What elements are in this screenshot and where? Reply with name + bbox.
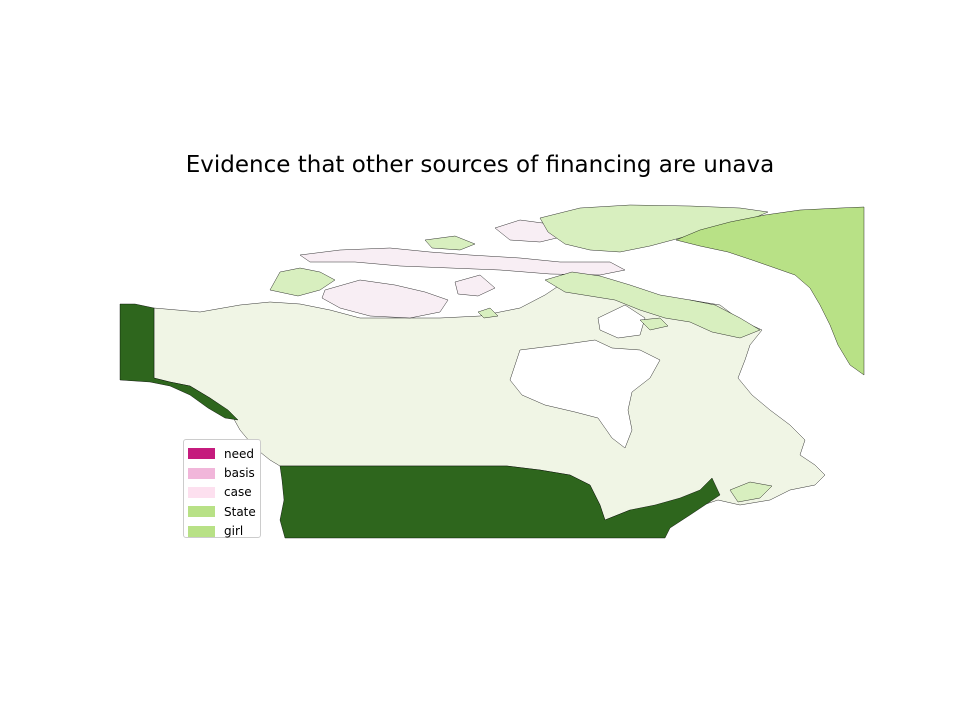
region-baffin-island — [544, 271, 761, 339]
legend-label: case — [224, 485, 252, 500]
region-alaska — [119, 303, 239, 421]
legend-item: girl — [188, 522, 260, 541]
legend-swatch — [188, 486, 215, 498]
region-arctic-pink-b — [299, 247, 626, 276]
region-united-states — [279, 465, 721, 539]
legend-item: basis — [188, 463, 260, 482]
region-greenland — [675, 206, 865, 376]
region-banks-island — [269, 267, 336, 297]
legend-swatch — [188, 467, 215, 479]
legend-label: basis — [224, 466, 255, 481]
region-arctic-pink-a — [454, 274, 496, 297]
legend-item: case — [188, 483, 260, 502]
legend-item: need — [188, 444, 260, 463]
map-title: Evidence that other sources of financing… — [185, 152, 775, 178]
legend-swatch — [188, 506, 215, 518]
legend-label: need — [224, 446, 254, 461]
region-arctic-green-c — [477, 307, 499, 319]
region-arctic-green-b — [639, 317, 669, 331]
legend-label: girl — [224, 524, 244, 539]
legend: need basis case State girl — [183, 439, 261, 538]
region-hudson-bay — [509, 339, 661, 449]
legend-swatch — [188, 448, 215, 460]
region-foxe-basin — [597, 304, 646, 339]
legend-item: State — [188, 502, 260, 521]
legend-label: State — [224, 504, 256, 519]
region-arctic-green-a — [424, 235, 476, 251]
region-victoria-island — [321, 279, 449, 319]
legend-swatch — [188, 525, 215, 537]
region-labrador-green — [729, 481, 773, 503]
